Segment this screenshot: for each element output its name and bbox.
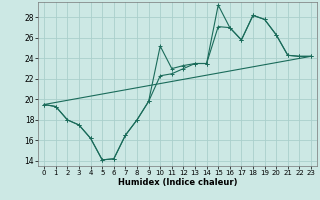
X-axis label: Humidex (Indice chaleur): Humidex (Indice chaleur) bbox=[118, 178, 237, 187]
